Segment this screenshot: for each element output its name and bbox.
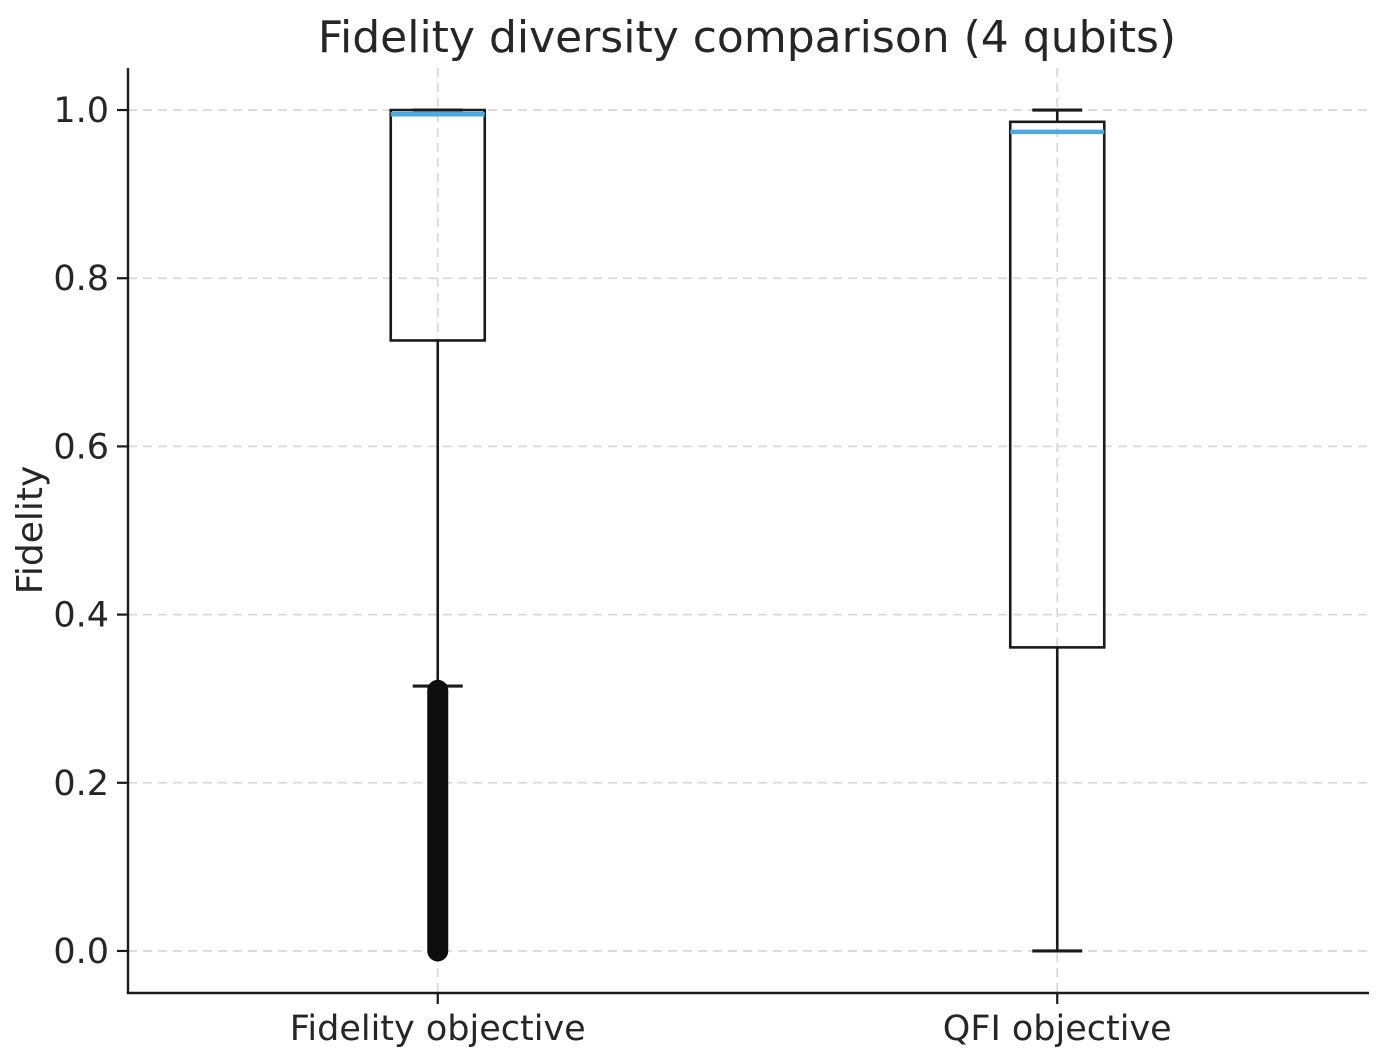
box-qfi-objective — [1008, 108, 1106, 953]
y-tick-label: 0.4 — [53, 596, 109, 636]
tick-labels: 0.0 0.2 0.4 0.6 0.8 1.0 Fidelity objective QFI … — [53, 91, 1171, 1049]
iqr-box — [389, 108, 487, 342]
y-axis-label: Fidelity — [10, 466, 51, 595]
y-tick-label: 0.6 — [53, 427, 109, 467]
boxes — [389, 108, 1106, 962]
x-tick-label: QFI objective — [943, 1009, 1172, 1049]
y-tick-label: 0.0 — [53, 932, 109, 972]
axes — [117, 68, 1369, 1004]
x-tick-label: Fidelity objective — [290, 1009, 586, 1049]
iqr-box — [1008, 120, 1106, 649]
y-tick-label: 0.8 — [53, 259, 109, 299]
chart-title: Fidelity diversity comparison (4 qubits) — [318, 12, 1176, 63]
gridlines — [128, 68, 1367, 993]
y-tick-label: 1.0 — [53, 91, 109, 131]
box-fidelity-objective — [389, 108, 487, 962]
y-tick-label: 0.2 — [53, 764, 109, 804]
